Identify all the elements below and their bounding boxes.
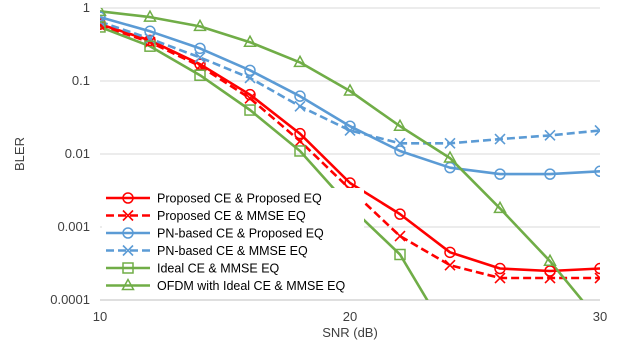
- x-marker: [395, 231, 405, 241]
- x-marker: [295, 136, 305, 146]
- legend-label: PN-based CE & MMSE EQ: [157, 244, 308, 258]
- x-marker: [295, 101, 305, 111]
- legend-label: Ideal CE & MMSE EQ: [157, 262, 280, 276]
- legend-label: PN-based CE & Proposed EQ: [157, 227, 324, 241]
- legend-label: Proposed CE & MMSE EQ: [157, 209, 306, 223]
- y-tick-label: 0.01: [65, 146, 90, 161]
- y-tick-label: 0.0001: [50, 292, 90, 307]
- x-tick-label: 30: [593, 309, 607, 324]
- triangle-marker: [95, 5, 106, 15]
- legend: Proposed CE & Proposed EQ Proposed CE & M…: [102, 188, 364, 296]
- x-axis-title: SNR (dB): [322, 325, 378, 340]
- y-tick-label: 0.1: [72, 73, 90, 88]
- x-tick-label: 20: [343, 309, 357, 324]
- y-tick-label: 0.001: [57, 219, 90, 234]
- x-tick-label: 10: [93, 309, 107, 324]
- legend-label: Proposed CE & Proposed EQ: [157, 192, 322, 206]
- y-axis-title: BLER: [12, 137, 27, 171]
- legend-label: OFDM with Ideal CE & MMSE EQ: [157, 279, 346, 293]
- y-tick-label: 1: [83, 0, 90, 15]
